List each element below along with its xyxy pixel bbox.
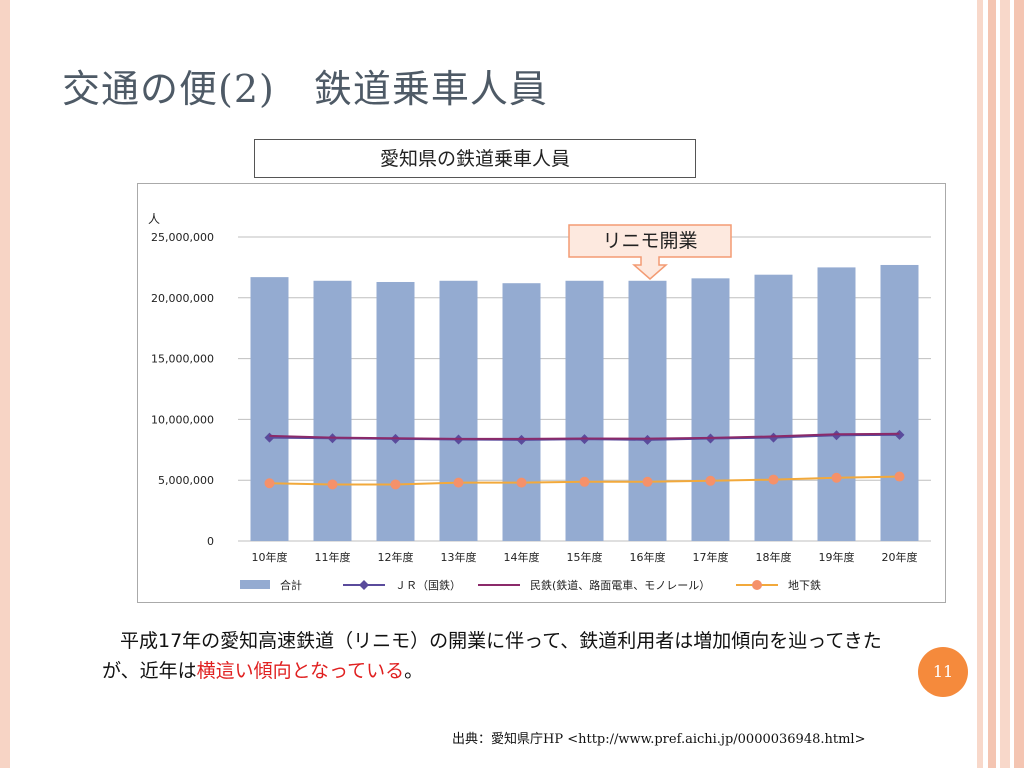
y-tick-label: 15,000,000 xyxy=(151,353,214,366)
subway-marker xyxy=(264,478,275,489)
right-decorative-stripe xyxy=(977,0,983,768)
chart-frame: 0 5,000,000 10,000,000 15,000,000 20,000,000… xyxy=(137,183,946,603)
slide-title: 交通の便(2) 鉄道乗車人員 xyxy=(62,67,548,111)
x-tick-label: 11年度 xyxy=(315,550,351,564)
right-decorative-stripe xyxy=(1014,0,1024,768)
subway-marker xyxy=(390,479,401,490)
y-tick-label: 5,000,000 xyxy=(158,474,214,487)
legend-label: ＪＲ（国鉄） xyxy=(395,578,461,592)
y-tick-label: 20,000,000 xyxy=(151,292,214,305)
subway-marker xyxy=(327,479,338,490)
x-tick-label: 16年度 xyxy=(630,550,666,564)
railway-passenger-chart: 0 5,000,000 10,000,000 15,000,000 20,000,000… xyxy=(148,212,931,592)
caption-main: 平成17年の愛知高速鉄道（リニモ）の開業に伴って、鉄道利用者は増加傾向を辿ってき… xyxy=(102,630,882,682)
jr-marker xyxy=(894,429,905,440)
jr-marker xyxy=(768,432,779,443)
bar-16年度 xyxy=(628,280,667,541)
bar-15年度 xyxy=(565,280,604,541)
x-tick-label: 12年度 xyxy=(378,550,414,564)
callout-linimo-opening: リニモ開業 xyxy=(568,224,732,280)
x-tick-label: 20年度 xyxy=(882,550,918,564)
series-line-1 xyxy=(269,432,900,440)
source-citation: 出典：愛知県庁HP <http://www.pref.aichi.jp/0000… xyxy=(452,732,866,747)
subway-marker xyxy=(831,472,842,483)
subway-marker xyxy=(894,471,905,482)
chart-title: 愛知県の鉄道乗車人員 xyxy=(254,139,696,178)
bar-18年度 xyxy=(754,274,793,541)
caption-end: 。 xyxy=(404,660,424,682)
callout-label: リニモ開業 xyxy=(602,230,698,252)
y-tick-label: 25,000,000 xyxy=(151,231,214,244)
page-number-badge: 11 xyxy=(918,647,968,697)
x-tick-label: 13年度 xyxy=(441,550,477,564)
caption-text: 平成17年の愛知高速鉄道（リニモ）の開業に伴って、鉄道利用者は増加傾向を辿ってき… xyxy=(102,626,892,686)
bar-10年度 xyxy=(250,277,289,541)
x-tick-label: 10年度 xyxy=(252,550,288,564)
bar-19年度 xyxy=(817,267,856,541)
caption-highlight: 横這い傾向となっている xyxy=(196,660,405,682)
subway-marker xyxy=(705,475,716,486)
legend-marker-diamond xyxy=(359,580,369,590)
x-tick-label: 19年度 xyxy=(819,550,855,564)
legend-label: 地下鉄 xyxy=(788,578,821,592)
right-decorative-stripe xyxy=(988,0,996,768)
subway-marker xyxy=(579,476,590,487)
subway-marker xyxy=(768,474,779,485)
right-decorative-stripe xyxy=(1000,0,1010,768)
x-tick-label: 14年度 xyxy=(504,550,540,564)
bar-14年度 xyxy=(502,283,541,541)
x-tick-label: 17年度 xyxy=(693,550,729,564)
subway-marker xyxy=(453,477,464,488)
x-tick-label: 15年度 xyxy=(567,550,603,564)
y-axis-label: 人 xyxy=(148,212,160,226)
bar-13年度 xyxy=(439,280,478,541)
left-decorative-border xyxy=(0,0,10,768)
legend-label: 民鉄(鉄道、路面電車、モノレール） xyxy=(530,578,710,592)
bar-11年度 xyxy=(313,280,352,541)
y-tick-label: 0 xyxy=(207,535,214,548)
legend-label: 合計 xyxy=(280,578,302,592)
jr-marker xyxy=(642,434,653,445)
callout-shape xyxy=(568,224,732,280)
bar-20年度 xyxy=(880,264,919,541)
subway-marker xyxy=(516,477,527,488)
y-tick-label: 10,000,000 xyxy=(151,413,214,426)
bar-17年度 xyxy=(691,278,730,541)
x-tick-label: 18年度 xyxy=(756,550,792,564)
subway-marker xyxy=(642,476,653,487)
bar-12年度 xyxy=(376,281,415,541)
legend-marker-circle xyxy=(752,580,762,590)
legend-swatch-total xyxy=(240,580,270,589)
